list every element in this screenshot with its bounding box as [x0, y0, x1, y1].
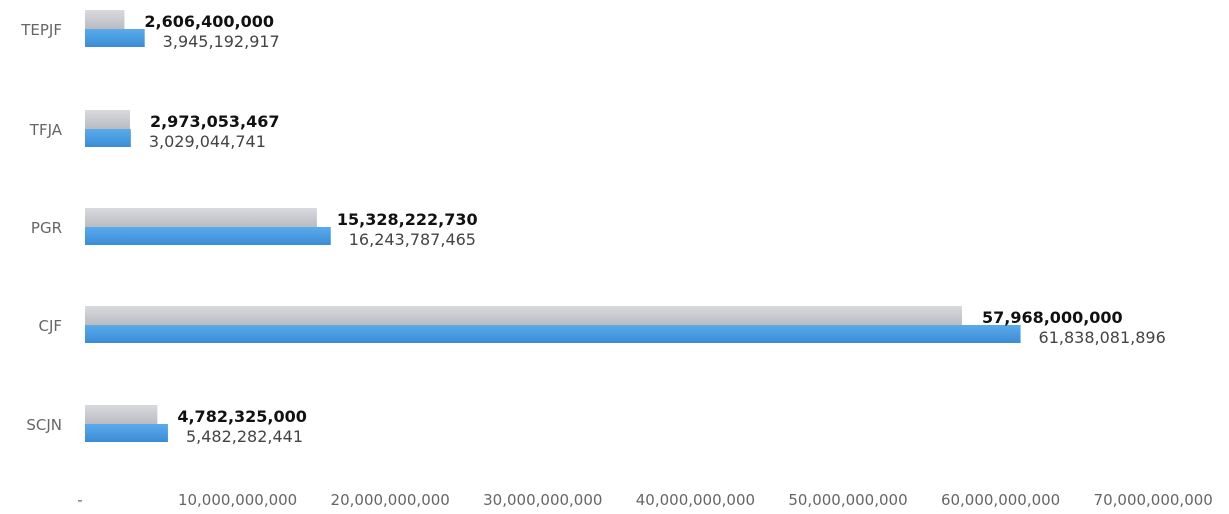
x-tick-label: 20,000,000,000	[331, 491, 450, 509]
data-label-series2-tepjf: 3,945,192,917	[163, 32, 280, 51]
category-axis: TEPJF TFJA PGR CJF SCJN	[20, 21, 62, 434]
data-label-series1-tepjf: 2,606,400,000	[144, 12, 274, 31]
x-tick-label: 40,000,000,000	[636, 491, 755, 509]
x-tick-label: -	[77, 491, 82, 509]
data-label-series1-scjn: 4,782,325,000	[177, 407, 307, 426]
x-tick-label: 60,000,000,000	[941, 491, 1060, 509]
data-label-series2-scjn: 5,482,282,441	[186, 427, 303, 446]
category-label-tfja: TFJA	[29, 121, 63, 139]
category-label-pgr: PGR	[31, 219, 62, 237]
bar-series1-tfja	[85, 110, 130, 130]
bar-series1-scjn	[85, 405, 158, 425]
bars-layer	[85, 10, 1021, 442]
data-label-series1-cjf: 57,968,000,000	[982, 308, 1123, 327]
bar-series1-tepjf	[85, 10, 125, 30]
bar-series1-cjf	[85, 306, 962, 326]
bar-series2-tepjf	[85, 29, 145, 47]
x-tick-label: 70,000,000,000	[1094, 491, 1213, 509]
x-axis: - 10,000,000,000 20,000,000,000 30,000,000,…	[77, 491, 1213, 509]
data-label-series2-tfja: 3,029,044,741	[149, 132, 266, 151]
x-tick-label: 30,000,000,000	[483, 491, 602, 509]
bar-series2-pgr	[85, 227, 331, 245]
bar-series1-pgr	[85, 208, 317, 228]
category-label-scjn: SCJN	[26, 416, 62, 434]
data-label-series2-cjf: 61,838,081,896	[1039, 328, 1166, 347]
bar-series2-scjn	[85, 424, 168, 442]
x-tick-label: 10,000,000,000	[178, 491, 297, 509]
category-label-cjf: CJF	[38, 317, 62, 335]
data-label-series1-tfja: 2,973,053,467	[150, 112, 280, 131]
x-tick-label: 50,000,000,000	[788, 491, 907, 509]
data-label-series1-pgr: 15,328,222,730	[337, 210, 478, 229]
bar-series2-tfja	[85, 129, 131, 147]
data-label-series2-pgr: 16,243,787,465	[349, 230, 476, 249]
category-label-tepjf: TEPJF	[20, 21, 62, 39]
bar-series2-cjf	[85, 325, 1021, 343]
